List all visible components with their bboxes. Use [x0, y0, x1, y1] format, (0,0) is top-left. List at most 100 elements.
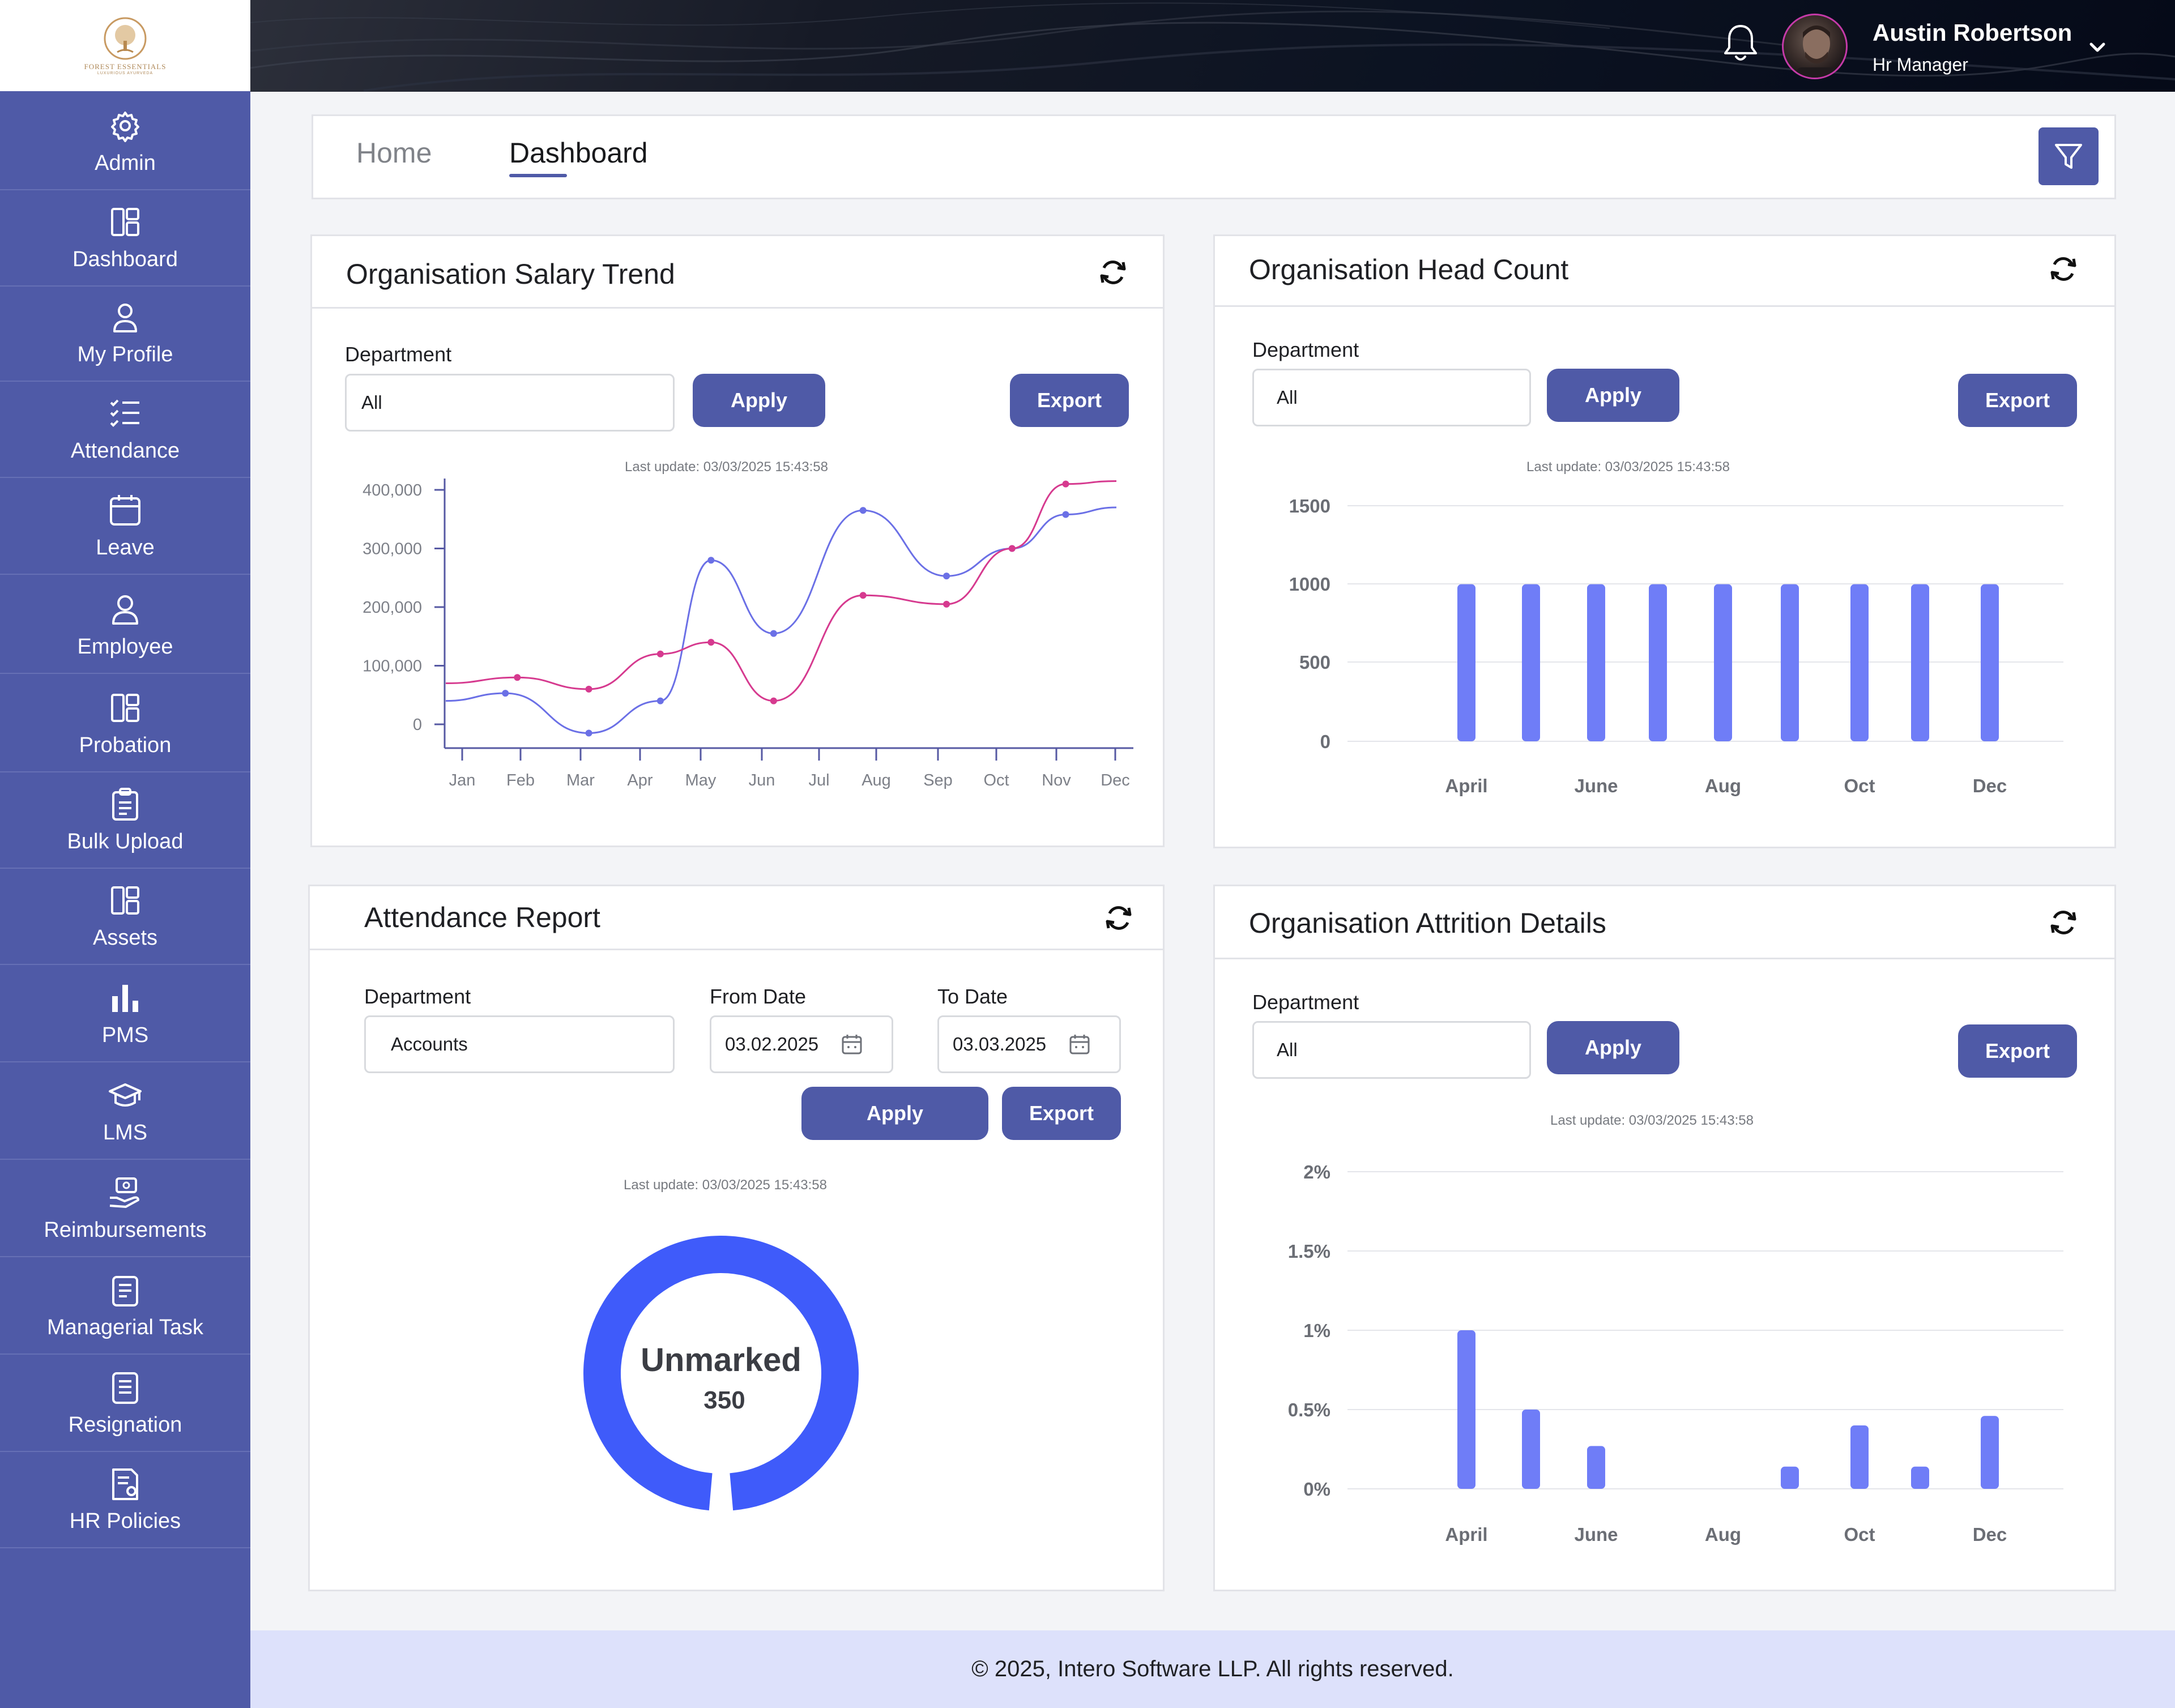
- bar-july[interactable]: [1649, 584, 1667, 741]
- sidebar-item-probation[interactable]: Probation: [0, 676, 250, 772]
- salary-data-point[interactable]: [943, 600, 950, 608]
- apply-button[interactable]: Apply: [801, 1087, 988, 1140]
- export-button[interactable]: Export: [1958, 374, 2077, 427]
- card-divider: [310, 949, 1163, 950]
- bar-sep[interactable]: [1781, 584, 1799, 741]
- sidebar-item-hr-policies[interactable]: HR Policies: [0, 1452, 250, 1548]
- sidebar-item-leave[interactable]: Leave: [0, 479, 250, 575]
- sidebar-item-attendance[interactable]: Attendance: [0, 382, 250, 478]
- salary-data-point[interactable]: [943, 573, 950, 580]
- bar-nov[interactable]: [1911, 584, 1929, 741]
- salary-trend-card: Organisation Salary Trend Department All…: [310, 234, 1165, 847]
- attrition-bar-chart: 2% 1.5% 1% 0.5% 0% April June Aug Oct Dec: [1288, 1162, 2063, 1545]
- sidebar-item-assets[interactable]: Assets: [0, 869, 250, 965]
- sidebar-item-label: Dashboard: [72, 247, 178, 271]
- bar-dec[interactable]: [1981, 584, 1999, 741]
- sidebar-item-bulk-upload[interactable]: Bulk Upload: [0, 772, 250, 869]
- from-date-input[interactable]: 03.02.2025: [710, 1015, 893, 1073]
- user-name[interactable]: Austin Robertson: [1873, 19, 2072, 46]
- bar-oct[interactable]: [1850, 1425, 1869, 1489]
- refresh-icon[interactable]: [2048, 253, 2079, 285]
- apply-button[interactable]: Apply: [1547, 1021, 1679, 1074]
- refresh-icon[interactable]: [1097, 257, 1129, 288]
- bell-icon[interactable]: [1722, 23, 1759, 65]
- card-title: Organisation Head Count: [1249, 254, 1569, 285]
- apply-button[interactable]: Apply: [1547, 369, 1679, 422]
- chevron-down-icon[interactable]: [2084, 34, 2110, 60]
- footer: © 2025, Intero Software LLP. All rights …: [250, 1630, 2175, 1708]
- department-select[interactable]: All: [345, 374, 675, 432]
- salary-data-point[interactable]: [514, 674, 521, 681]
- sidebar-item-employee[interactable]: Employee: [0, 578, 250, 674]
- sidebar-item-pms[interactable]: PMS: [0, 966, 250, 1062]
- brand-logo[interactable]: FOREST ESSENTIALS LUXURIOUS AYURVEDA: [0, 0, 250, 91]
- y-tick-label: 0%: [1303, 1479, 1330, 1500]
- filter-button[interactable]: [2038, 127, 2099, 185]
- refresh-icon[interactable]: [2048, 907, 2079, 938]
- x-tick-label: June: [1574, 1524, 1618, 1545]
- avatar[interactable]: [1782, 14, 1848, 79]
- salary-data-point[interactable]: [770, 697, 777, 704]
- bar-aug[interactable]: [1714, 584, 1732, 741]
- to-date-input[interactable]: 03.03.2025: [937, 1015, 1121, 1073]
- bar-sep[interactable]: [1781, 1466, 1799, 1489]
- salary-data-point[interactable]: [585, 729, 592, 737]
- salary-data-point[interactable]: [502, 690, 509, 697]
- export-button[interactable]: Export: [1010, 374, 1129, 427]
- salary-data-point[interactable]: [1062, 511, 1069, 518]
- sidebar-item-managerial-task[interactable]: Managerial Task: [0, 1258, 250, 1355]
- y-tick-label: 1500: [1289, 496, 1330, 516]
- bar-oct[interactable]: [1850, 584, 1869, 741]
- sidebar-item-reimbursements[interactable]: Reimbursements: [0, 1161, 250, 1257]
- sidebar-item-resignation[interactable]: Resignation: [0, 1356, 250, 1452]
- x-tick-label: May: [685, 771, 717, 789]
- bar-may[interactable]: [1522, 1410, 1540, 1489]
- tab-dashboard[interactable]: Dashboard: [509, 137, 648, 169]
- sidebar-item-my-profile[interactable]: My Profile: [0, 285, 250, 382]
- salary-data-point[interactable]: [656, 650, 664, 657]
- export-button[interactable]: Export: [1958, 1024, 2077, 1078]
- donut-slice-unmarked[interactable]: [583, 1236, 859, 1511]
- salary-data-point[interactable]: [770, 630, 777, 637]
- department-select[interactable]: Accounts: [364, 1015, 675, 1073]
- sidebar-item-label: Managerial Task: [46, 1315, 203, 1339]
- sidebar-item-admin[interactable]: Admin: [0, 94, 250, 190]
- refresh-icon[interactable]: [1103, 902, 1135, 934]
- salary-data-point[interactable]: [859, 507, 867, 514]
- sidebar-item-label: Employee: [77, 634, 173, 659]
- tab-home[interactable]: Home: [356, 137, 432, 169]
- export-button[interactable]: Export: [1002, 1087, 1121, 1140]
- bar-june[interactable]: [1587, 1446, 1605, 1489]
- salary-data-point[interactable]: [707, 639, 715, 646]
- y-tick-label: 1000: [1289, 574, 1330, 595]
- bar-april[interactable]: [1457, 584, 1475, 741]
- department-label: Department: [1252, 338, 1359, 361]
- apply-button[interactable]: Apply: [693, 374, 825, 427]
- salary-data-point[interactable]: [859, 592, 867, 599]
- bar-may[interactable]: [1522, 584, 1540, 741]
- bar-nov[interactable]: [1911, 1466, 1929, 1489]
- layout-icon: [111, 207, 139, 236]
- bar-april[interactable]: [1457, 1330, 1475, 1489]
- salary-data-point[interactable]: [656, 697, 664, 704]
- x-tick-label: Aug: [1705, 1524, 1741, 1545]
- card-divider: [312, 307, 1163, 309]
- salary-data-point[interactable]: [707, 557, 715, 564]
- person-icon: [112, 595, 138, 625]
- bar-dec[interactable]: [1981, 1416, 1999, 1489]
- salary-data-point[interactable]: [1062, 480, 1069, 488]
- card-title: Organisation Salary Trend: [346, 258, 675, 290]
- calendar-icon[interactable]: [1068, 1033, 1091, 1056]
- sidebar-item-dashboard[interactable]: Dashboard: [0, 190, 250, 287]
- calendar-icon[interactable]: [841, 1033, 863, 1056]
- salary-data-point[interactable]: [1008, 545, 1016, 552]
- department-select[interactable]: All: [1252, 1021, 1531, 1079]
- department-select[interactable]: All: [1252, 369, 1531, 426]
- sidebar-item-label: My Profile: [77, 342, 173, 366]
- clipboard-icon: [112, 787, 138, 821]
- sidebar-item-lms[interactable]: LMS: [0, 1064, 250, 1160]
- bar-june[interactable]: [1587, 584, 1605, 741]
- donut-center-label: Unmarked: [641, 1342, 801, 1378]
- sidebar-item-label: Resignation: [68, 1412, 182, 1437]
- salary-data-point[interactable]: [585, 685, 592, 693]
